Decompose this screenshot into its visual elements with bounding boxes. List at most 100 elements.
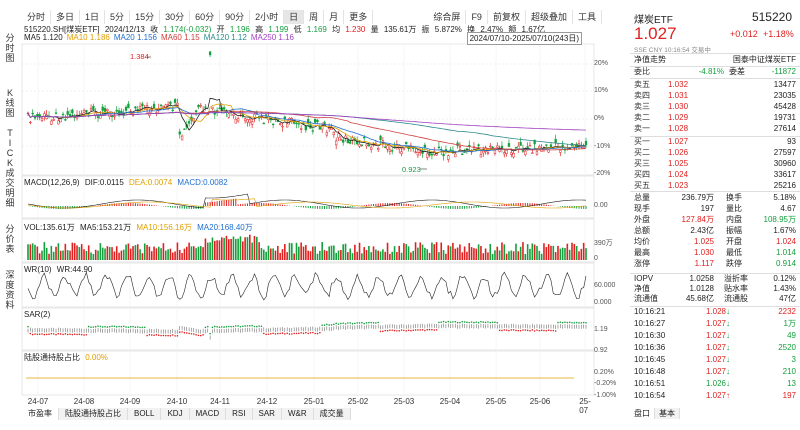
indicator-tab-8[interactable]: 成交量 [313,408,351,420]
candle-body [405,141,408,145]
candle-body [54,112,58,114]
volume-bar [538,250,541,260]
volume-bar [125,244,127,260]
rail-tab-4[interactable]: 分 价 表 [5,224,15,254]
rail-tab-2[interactable]: T I C K [6,128,14,168]
volume-bar [92,253,95,260]
indicator-tab-7[interactable]: W&R [281,408,314,420]
period-button-7[interactable]: 90分 [220,10,251,24]
price-axis-20: 20% [594,60,609,67]
period-button-3[interactable]: 5分 [105,10,131,24]
index-label: 净值走势 [634,55,666,64]
sar-dot [463,321,466,323]
indicator-tab-1[interactable]: 陆股通持股占比 [59,408,128,420]
candle-body [89,108,93,111]
tick-time: 10:16:21 [634,307,666,316]
period-button-10[interactable]: 周 [304,10,325,24]
period-button-6[interactable]: 60分 [190,10,221,24]
range-label: 振 [421,25,430,34]
price-axis-m20: -20% [594,170,611,177]
rail-tab-0[interactable]: 分 时 图 [5,33,15,63]
iopv-row: 流通值 45.68亿 流通股 47亿 [634,294,796,304]
candle-body [141,103,144,107]
period-button-1[interactable]: 多日 [51,10,81,24]
volume-bar [475,248,478,260]
wr-legend: WR(10) WR:44.90 [24,265,95,274]
indicator-tab-4[interactable]: MACD [189,408,227,420]
period-button-0[interactable]: 分时 [22,10,52,24]
sar-dot [293,332,295,335]
rail-tab-5[interactable]: 深 度 资 料 [5,270,15,310]
divider [630,306,800,307]
period-button-12[interactable]: 更多 [344,10,374,24]
toolbar-tool-2[interactable]: 前复权 [488,10,526,24]
toolbar-tool-3[interactable]: 超级叠加 [526,10,573,24]
candle-body [197,105,200,108]
candle-body [365,144,368,147]
quote-tab-0[interactable]: 盘口 [630,408,655,419]
volume-bar [372,246,375,260]
volume-bar [209,242,211,260]
sar-dot [181,331,183,333]
sar-dot [115,326,118,328]
sar-dot [213,325,216,328]
rail-tab-3[interactable]: 成 交 明 细 [5,168,15,208]
quote-tab-1[interactable]: 基本 [655,408,680,419]
candle-body [31,112,34,115]
volume-bar [447,245,450,260]
volume-bar [307,250,309,260]
sar-dot [197,334,200,337]
candle-body [127,103,130,109]
toolbar-tool-4[interactable]: 工具 [573,10,602,24]
panel-frame [21,262,595,308]
indicator-tab-6[interactable]: SAR [252,408,282,420]
turn-value: 2.47% [480,25,504,34]
period-button-8[interactable]: 2小时 [250,10,285,24]
stat-label: 均价 [634,237,650,246]
volume-bar [564,248,566,260]
candle-body [360,144,364,146]
indicator-tab-5[interactable]: RSI [226,408,253,420]
volume-bar [274,250,277,260]
sar-dot [48,333,50,335]
indicator-tab-2[interactable]: BOLL [128,408,162,420]
candle-body [40,118,44,122]
period-button-11[interactable]: 月 [324,10,345,24]
sar-dot [307,332,309,335]
stat-label: 换手 [726,193,742,202]
volume-bar [64,243,67,260]
ask-row-price: 1.029 [668,113,689,122]
volume-bar [213,240,216,260]
sar-dot [148,333,151,336]
volume-bar [431,242,433,260]
sar-dot [41,333,43,335]
volume-bar [227,239,230,260]
rail-tab-1[interactable]: K 线 图 [5,88,15,118]
toolbar-tool-1[interactable]: F9 [466,10,488,24]
stat-value: 2.43亿 [690,226,714,235]
volume-bar [314,246,316,260]
candle-body [358,143,361,147]
volume-bar [132,246,134,260]
period-button-2[interactable]: 1日 [80,10,106,24]
sar-dot [510,329,513,331]
period-button-5[interactable]: 30分 [160,10,191,24]
period-button-4[interactable]: 15分 [130,10,161,24]
candle-body [218,107,221,110]
tick-volume: 1万 [783,319,796,328]
turn-label: 换 [467,25,476,34]
sar-dot [559,321,562,323]
sar-dot [522,329,524,331]
volume-bar [66,250,69,260]
indicator-tab-3[interactable]: KDJ [161,408,190,420]
indicator-tab-0[interactable]: 市盈率 [22,408,59,420]
toolbar-tool-0[interactable]: 综合屏 [428,10,467,24]
sar-dot [155,333,158,336]
volume-bar [178,249,181,260]
sar-dot [150,334,153,336]
stat-label: 振幅 [726,226,742,235]
period-button-9[interactable]: 日 [284,10,305,24]
sar-dot [185,332,188,334]
volume-bar [43,242,46,260]
